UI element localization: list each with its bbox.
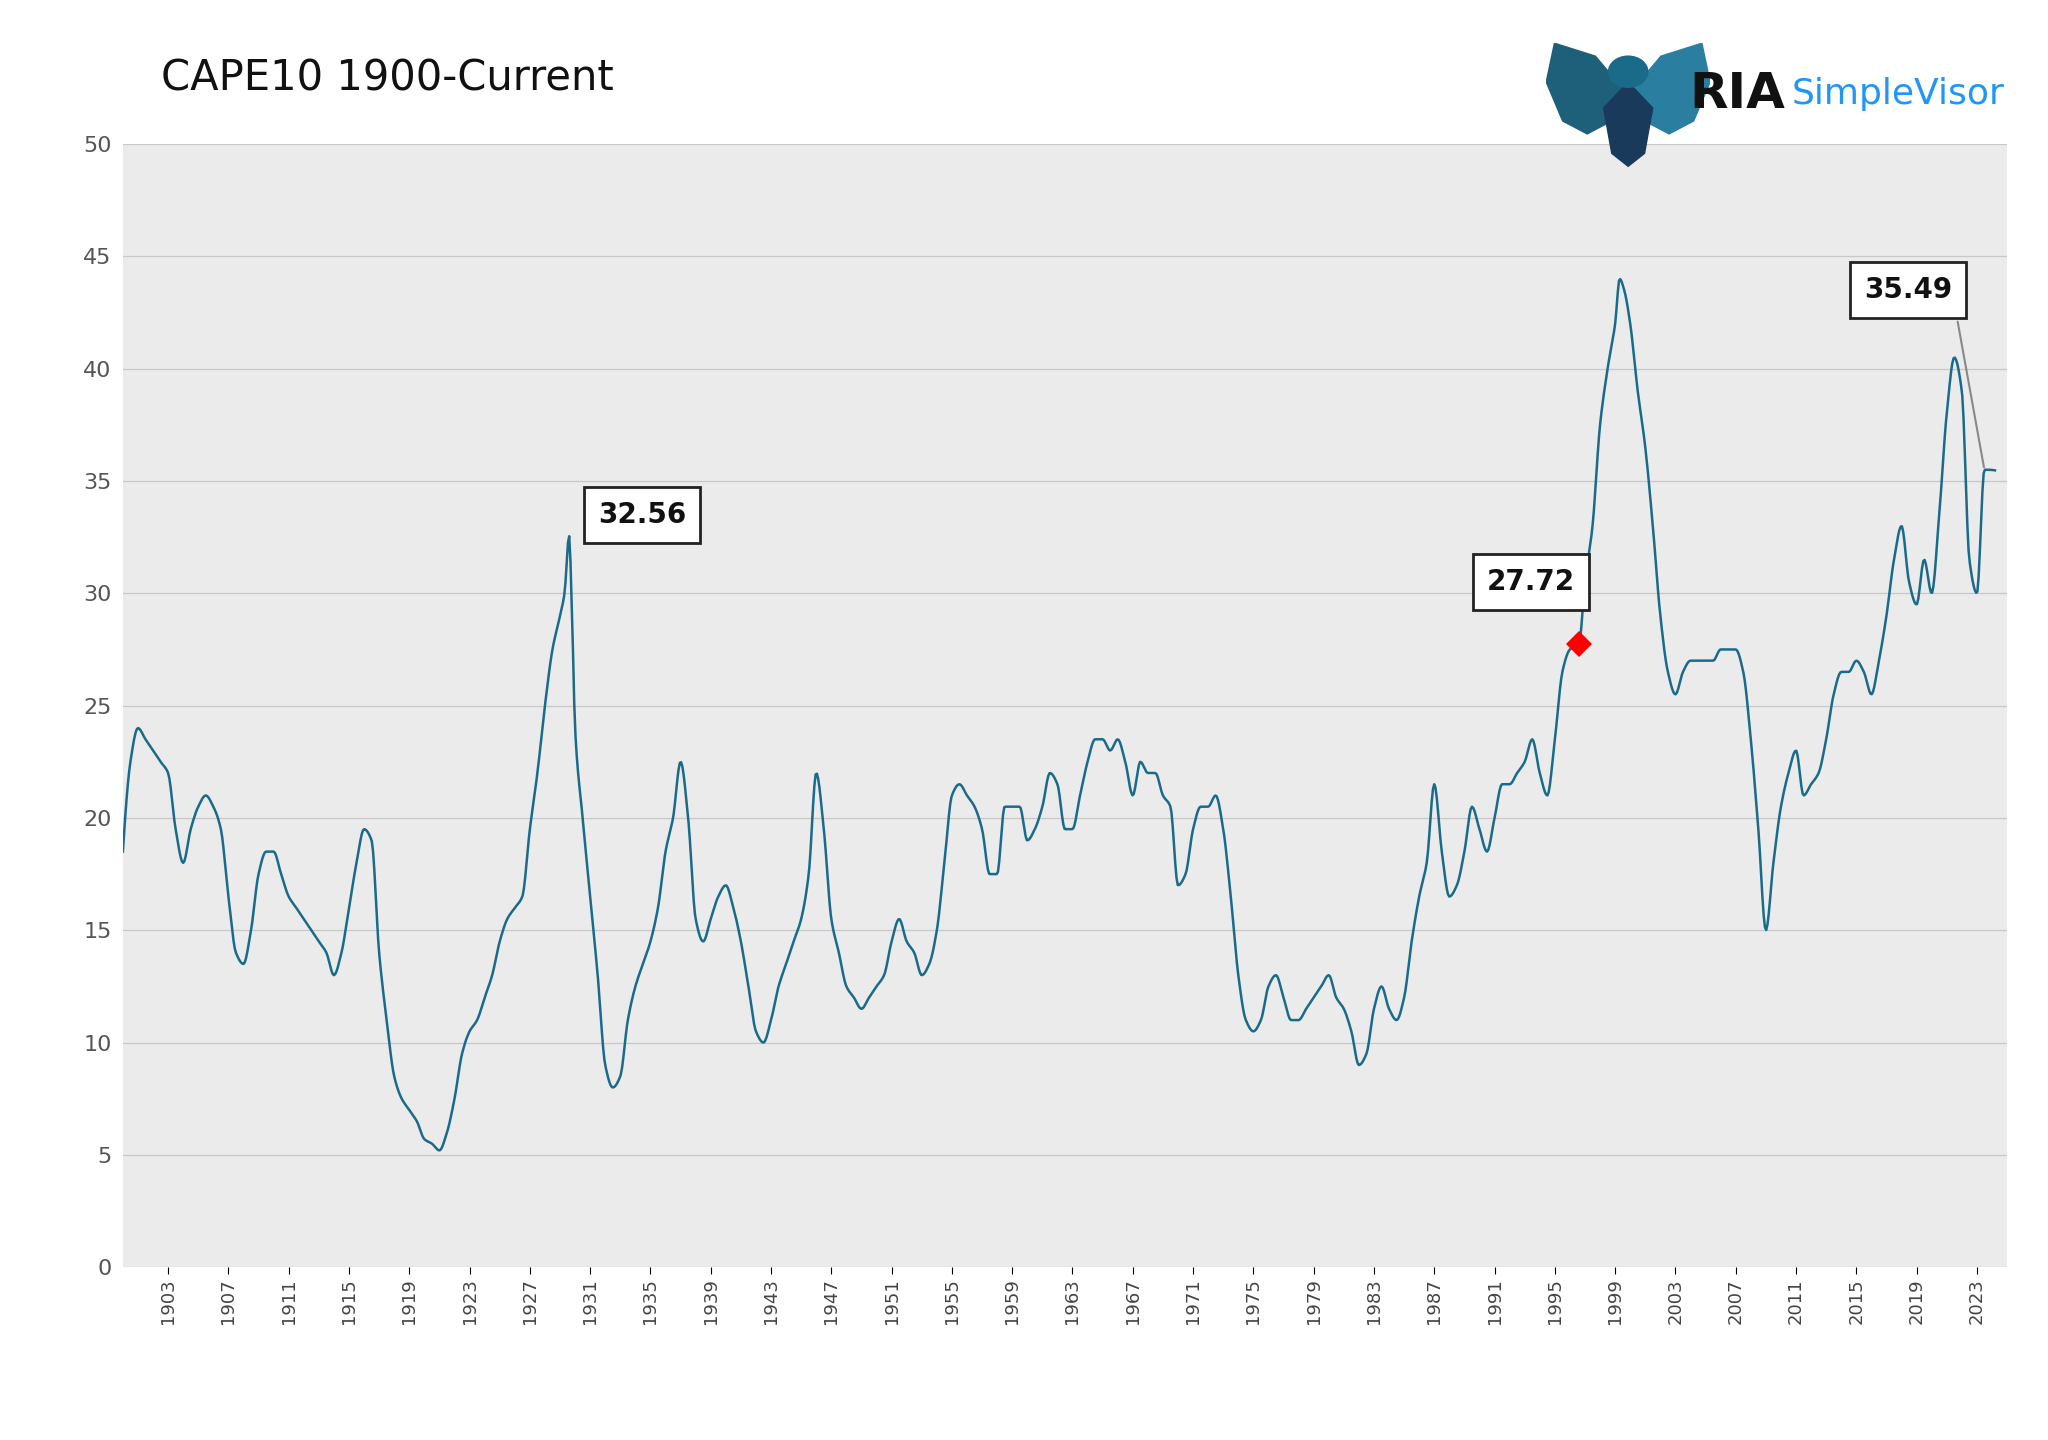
Text: SimpleVisor: SimpleVisor [1792,76,2005,111]
Polygon shape [1628,43,1710,134]
Circle shape [1608,56,1649,88]
Polygon shape [1546,43,1628,134]
Text: 35.49: 35.49 [1864,276,1985,467]
Text: 27.72: 27.72 [1487,567,1575,596]
Text: 32.56: 32.56 [598,501,686,528]
Polygon shape [1604,82,1653,166]
Text: CAPE10 1900-Current: CAPE10 1900-Current [160,58,612,99]
Text: RIA: RIA [1690,69,1786,118]
